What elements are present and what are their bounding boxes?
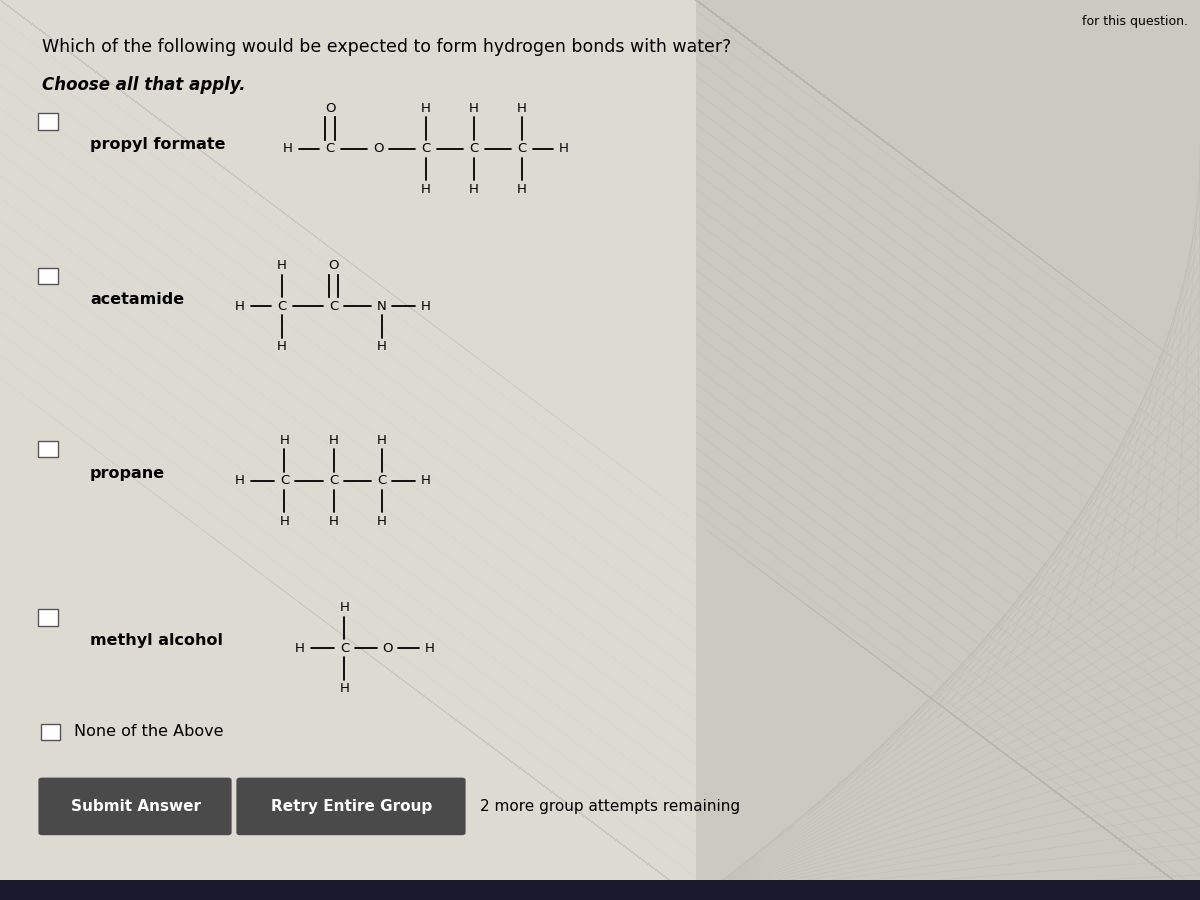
Text: propyl formate: propyl formate — [90, 137, 226, 151]
Text: Choose all that apply.: Choose all that apply. — [42, 76, 246, 94]
Text: C: C — [377, 474, 386, 487]
Text: H: H — [277, 259, 287, 272]
Bar — [38, 268, 58, 284]
Text: C: C — [325, 142, 335, 155]
Text: H: H — [421, 300, 431, 312]
Text: Retry Entire Group: Retry Entire Group — [271, 799, 432, 814]
Text: O: O — [325, 102, 335, 114]
Text: H: H — [235, 474, 245, 487]
Text: H: H — [235, 300, 245, 312]
Text: H: H — [421, 474, 431, 487]
Text: H: H — [283, 142, 293, 155]
Text: C: C — [329, 474, 338, 487]
Text: Submit Answer: Submit Answer — [71, 799, 200, 814]
Text: C: C — [421, 142, 431, 155]
Text: H: H — [377, 515, 386, 527]
Text: 2 more group attempts remaining: 2 more group attempts remaining — [480, 799, 740, 814]
Text: H: H — [295, 642, 305, 654]
Text: H: H — [329, 434, 338, 446]
Bar — [38, 609, 58, 626]
Text: None of the Above: None of the Above — [74, 724, 224, 739]
Text: H: H — [280, 434, 289, 446]
Text: O: O — [373, 142, 383, 155]
Text: H: H — [469, 183, 479, 195]
Text: propane: propane — [90, 466, 166, 481]
Bar — [0, 880, 1200, 900]
Text: H: H — [377, 434, 386, 446]
Text: H: H — [559, 142, 569, 155]
Text: H: H — [340, 601, 349, 614]
Bar — [38, 441, 58, 457]
Bar — [696, 0, 1200, 900]
Text: H: H — [421, 183, 431, 195]
Text: C: C — [329, 300, 338, 312]
Text: N: N — [377, 300, 386, 312]
Text: C: C — [277, 300, 287, 312]
Text: for this question.: for this question. — [1082, 15, 1188, 28]
Bar — [41, 724, 60, 740]
Text: acetamide: acetamide — [90, 292, 184, 307]
Text: H: H — [329, 515, 338, 527]
Text: H: H — [340, 682, 349, 695]
Bar — [696, 0, 1200, 900]
Text: methyl alcohol: methyl alcohol — [90, 634, 223, 648]
Text: C: C — [280, 474, 289, 487]
Text: O: O — [383, 642, 392, 654]
Text: H: H — [421, 102, 431, 114]
Text: O: O — [329, 259, 338, 272]
Text: C: C — [340, 642, 349, 654]
Text: C: C — [517, 142, 527, 155]
Text: C: C — [469, 142, 479, 155]
FancyBboxPatch shape — [236, 778, 466, 835]
Text: H: H — [517, 102, 527, 114]
Text: H: H — [277, 340, 287, 353]
Text: H: H — [377, 340, 386, 353]
Text: H: H — [517, 183, 527, 195]
FancyBboxPatch shape — [38, 778, 232, 835]
Text: H: H — [280, 515, 289, 527]
Bar — [0, 0, 696, 900]
Bar — [38, 113, 58, 130]
Text: H: H — [425, 642, 434, 654]
Text: H: H — [469, 102, 479, 114]
Text: Which of the following would be expected to form hydrogen bonds with water?: Which of the following would be expected… — [42, 38, 731, 56]
